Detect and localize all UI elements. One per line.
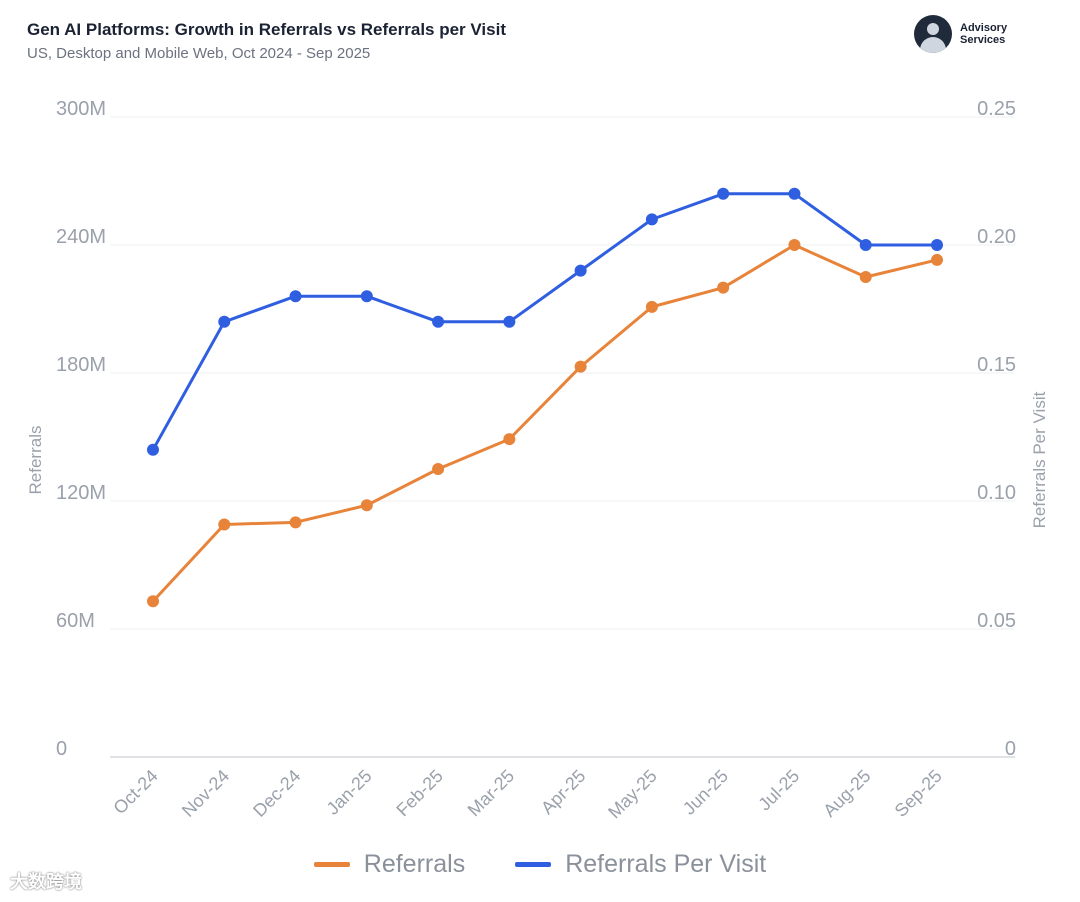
data-point-referrals-per-visit-jan-25[interactable] — [360, 290, 373, 303]
right-tick-label: 0.20 — [977, 226, 1016, 248]
brand-logo-block: Advisory Services — [914, 15, 1007, 53]
left-tick-label: 60M — [56, 610, 95, 632]
right-tick-label: 0 — [1005, 738, 1016, 760]
legend-item-referrals-per-visit[interactable]: Referrals Per Visit — [515, 850, 766, 879]
data-point-referrals-per-visit-may-25[interactable] — [645, 213, 658, 226]
data-point-referrals-jun-25[interactable] — [717, 281, 730, 294]
legend-label-referrals: Referrals — [363, 850, 466, 878]
data-point-referrals-per-visit-oct-24[interactable] — [147, 443, 159, 456]
x-tick-label: Jan-25 — [323, 766, 376, 819]
right-axis-label: Referrals Per Visit — [1030, 391, 1049, 528]
data-point-referrals-per-visit-nov-24[interactable] — [218, 315, 231, 328]
left-tick-label: 180M — [56, 354, 106, 376]
left-tick-label: 240M — [56, 226, 106, 248]
data-point-referrals-per-visit-dec-24[interactable] — [289, 290, 302, 303]
data-point-referrals-per-visit-aug-25[interactable] — [859, 239, 872, 251]
left-tick-label: 0 — [56, 738, 67, 760]
right-tick-label: 0.25 — [977, 98, 1016, 120]
series-line-referrals-per-visit — [151, 192, 939, 452]
right-tick-label: 0.15 — [977, 354, 1016, 376]
data-point-referrals-jan-25[interactable] — [360, 499, 373, 512]
x-tick-label: Jun-25 — [679, 766, 732, 819]
x-axis-ticks: Oct-24 Nov-24 Dec-24 Jan-25 Feb-25 Mar-25 Apr-… — [109, 766, 945, 823]
right-tick-label: 0.05 — [977, 610, 1016, 632]
legend-swatch-referrals — [313, 862, 350, 867]
data-point-referrals-per-visit-feb-25[interactable] — [432, 315, 445, 328]
right-tick-label: 0.10 — [977, 482, 1016, 504]
data-point-referrals-may-25[interactable] — [645, 300, 658, 313]
brand-name-line2: Services — [960, 34, 1006, 46]
data-point-referrals-dec-24[interactable] — [289, 516, 302, 529]
series-group — [147, 187, 943, 608]
chart-title: Gen AI Platforms: Growth in Referrals vs… — [27, 20, 506, 39]
x-tick-label: Mar-25 — [464, 766, 518, 820]
x-tick-label: Nov-24 — [178, 766, 233, 821]
chart-subtitle: US, Desktop and Mobile Web, Oct 2024 - S… — [27, 45, 371, 62]
data-point-referrals-per-visit-jul-25[interactable] — [788, 187, 801, 200]
legend-label-referrals-per-visit: Referrals Per Visit — [565, 850, 767, 878]
left-tick-label: 120M — [56, 482, 106, 504]
data-point-referrals-per-visit-mar-25[interactable] — [503, 315, 516, 328]
series-line-referrals — [151, 243, 939, 603]
left-tick-label: 300M — [56, 98, 106, 120]
data-point-referrals-oct-24[interactable] — [147, 595, 159, 608]
data-point-referrals-feb-25[interactable] — [432, 463, 445, 475]
data-point-referrals-sep-25[interactable] — [931, 253, 943, 266]
data-point-referrals-nov-24[interactable] — [218, 518, 231, 531]
right-axis-ticks: 0 0.05 0.10 0.15 0.20 0.25 — [977, 98, 1016, 760]
watermark: 大数跨境 — [10, 872, 82, 892]
legend-item-referrals[interactable]: Referrals — [313, 850, 466, 879]
x-tick-label: Sep-25 — [891, 766, 946, 821]
x-tick-label: Aug-25 — [819, 766, 874, 821]
legend-swatch-referrals-per-visit — [515, 862, 552, 867]
left-axis-ticks: 0 60M 120M 180M 240M 300M — [56, 98, 106, 760]
brand-name-line1: Advisory — [960, 22, 1008, 34]
data-point-referrals-per-visit-apr-25[interactable] — [574, 264, 587, 277]
data-point-referrals-apr-25[interactable] — [574, 360, 587, 373]
data-point-referrals-aug-25[interactable] — [859, 271, 872, 283]
legend: Referrals Referrals Per Visit — [0, 850, 1080, 879]
brand-avatar-icon — [914, 15, 952, 53]
brand-name: Advisory Services — [960, 22, 1007, 46]
gridlines — [110, 116, 1015, 758]
data-point-referrals-per-visit-sep-25[interactable] — [931, 239, 943, 251]
x-tick-label: Oct-24 — [109, 766, 161, 818]
x-tick-label: Feb-25 — [392, 766, 446, 820]
data-point-referrals-per-visit-jun-25[interactable] — [717, 187, 730, 200]
data-point-referrals-mar-25[interactable] — [503, 433, 516, 446]
x-tick-label: Apr-25 — [537, 766, 589, 818]
data-point-referrals-jul-25[interactable] — [788, 239, 801, 251]
x-tick-label: May-25 — [604, 766, 661, 823]
x-tick-label: Jul-25 — [754, 766, 803, 815]
x-tick-label: Dec-24 — [249, 766, 304, 821]
left-axis-label: Referrals — [26, 426, 45, 495]
